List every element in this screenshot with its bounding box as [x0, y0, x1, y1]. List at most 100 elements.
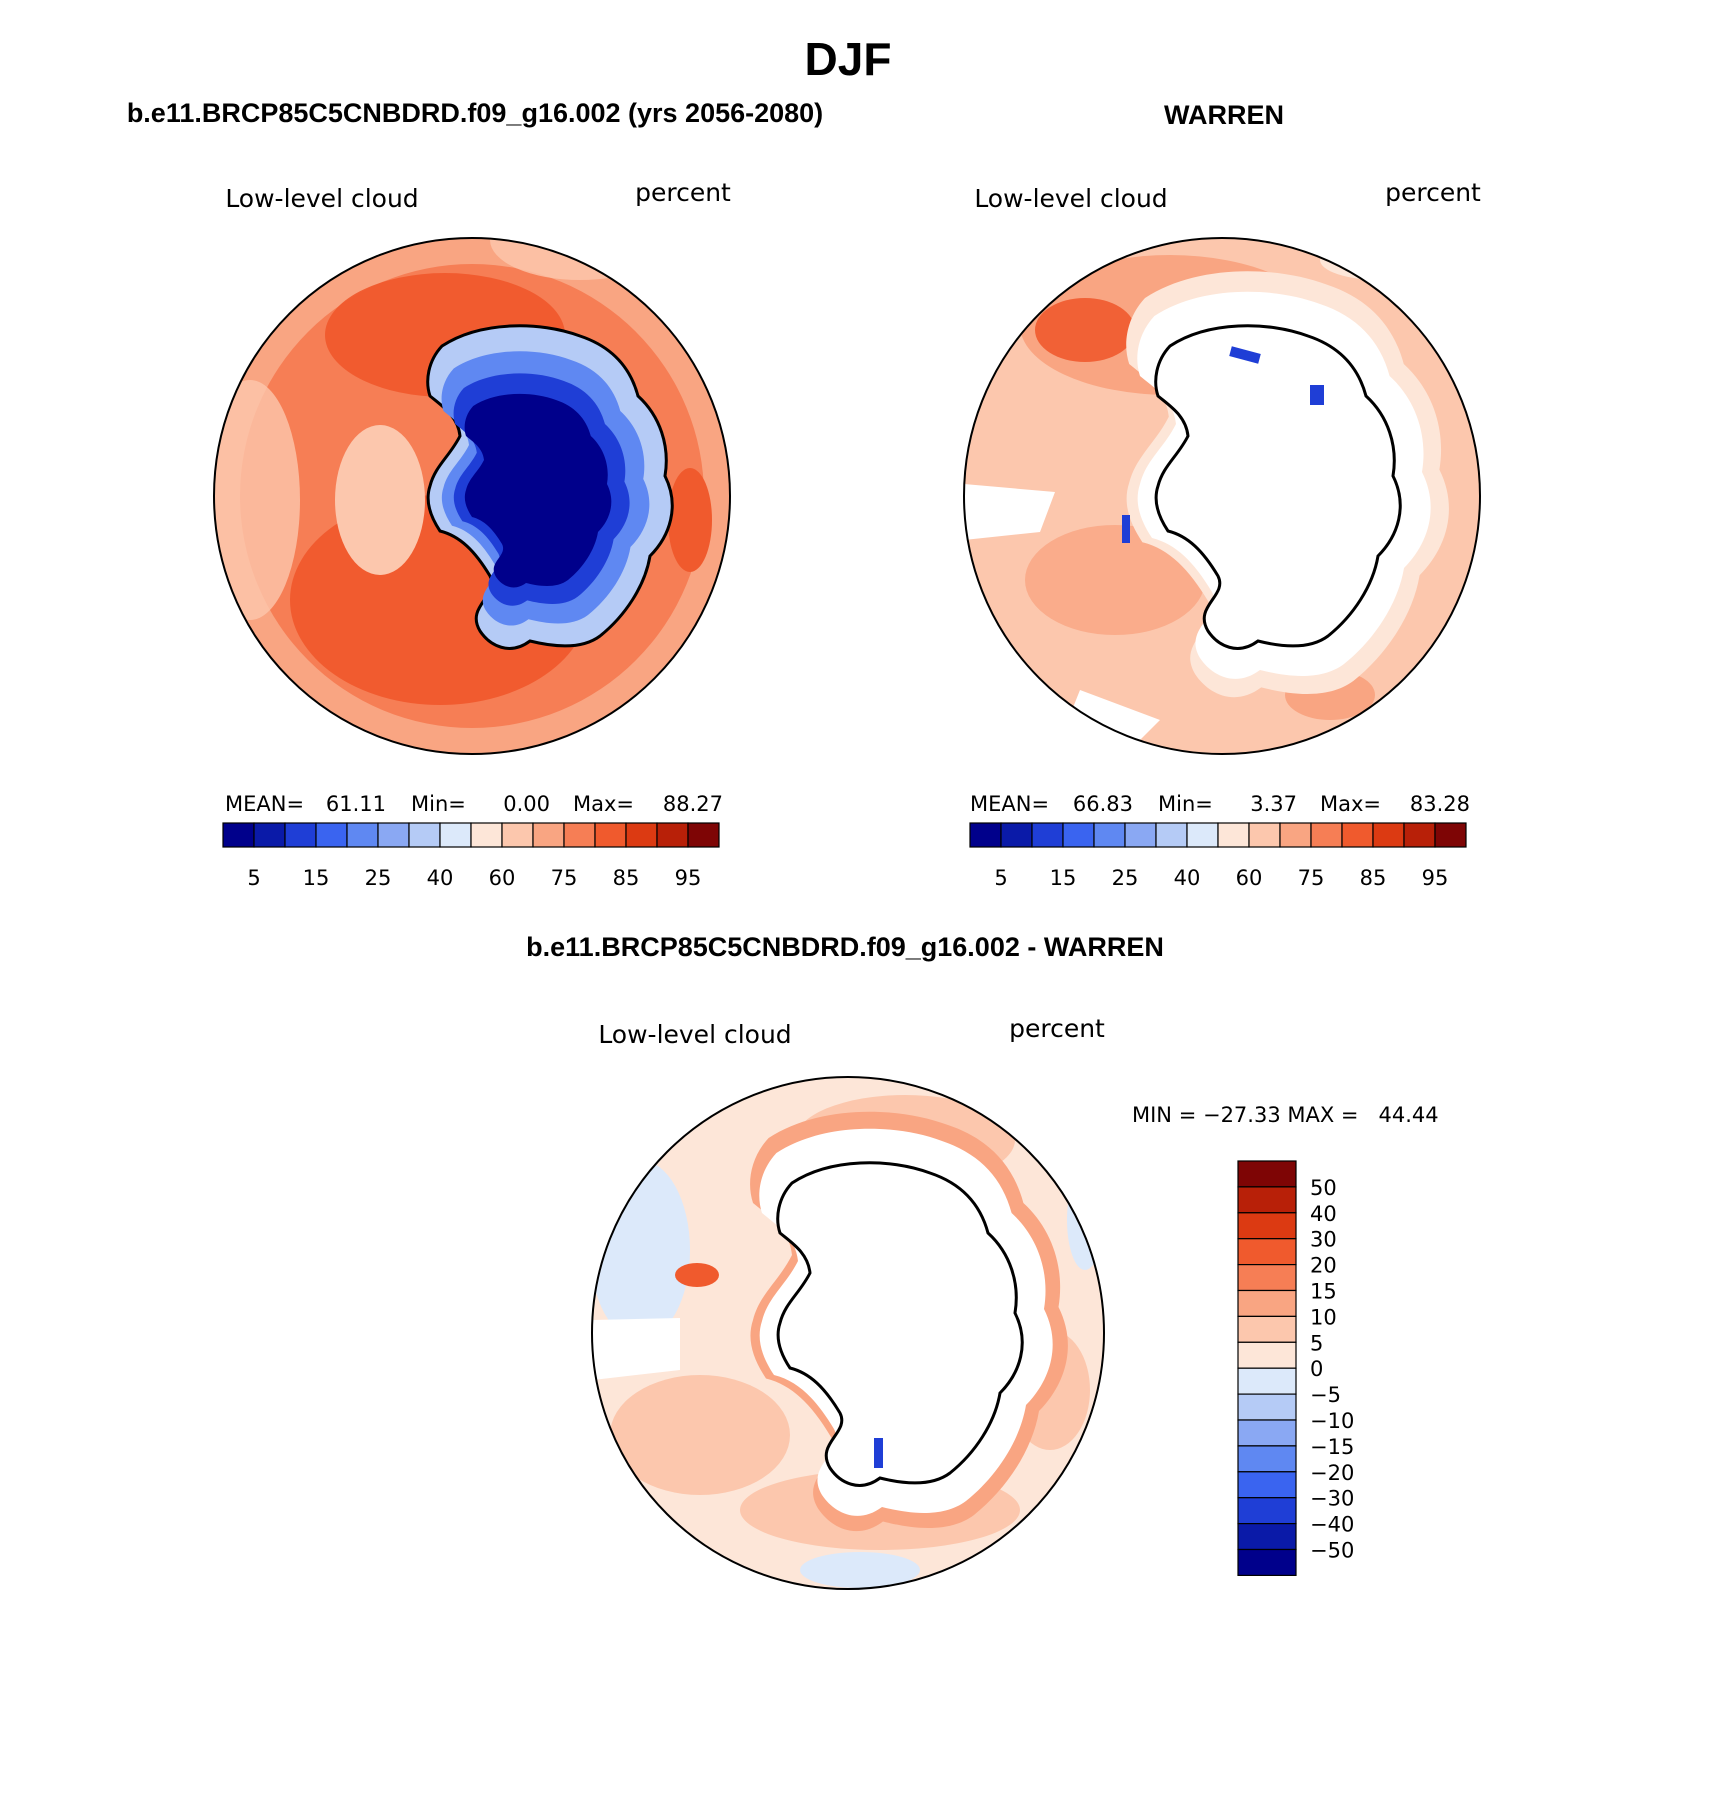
diff-colorbar-swatch [1237, 1445, 1297, 1473]
diff-colorbar-swatch [1237, 1238, 1297, 1266]
case-colorbar-tick-label: 95 [675, 866, 702, 890]
diff-colorbar [1237, 1160, 1297, 1576]
case-colorbar-tick-label: 5 [247, 866, 260, 890]
obs-colorbar-swatch [1062, 822, 1095, 848]
diff-colorbar-swatch [1237, 1393, 1297, 1421]
case-colorbar-tick-label: 75 [551, 866, 578, 890]
case-map [214, 238, 730, 754]
diff-colorbar-swatch [1237, 1289, 1297, 1317]
case-colorbar-swatch [408, 822, 441, 848]
diff-colorbar-tick-label: 40 [1310, 1202, 1337, 1226]
diff-colorbar-swatch [1237, 1315, 1297, 1343]
obs-colorbar-swatch [1248, 822, 1281, 848]
diff-colorbar-swatch [1237, 1263, 1297, 1292]
obs-colorbar-tick-label: 85 [1360, 866, 1387, 890]
diff-panel: b.e11.BRCP85C5CNBDRD.f09_g16.002 - WARRE… [526, 932, 1439, 1590]
obs-panel: WARREN Low-level cloud percent MEAN= 66.… [963, 100, 1481, 890]
obs-mean-value: 66.83 [1073, 792, 1133, 816]
obs-colorbar-ticks: 5 15 25 40 60 75 85 95 [994, 866, 1448, 890]
case-colorbar-swatch [346, 822, 379, 848]
obs-colorbar-swatch [1310, 822, 1343, 848]
case-colorbar-ticks: 5 15 25 40 60 75 85 95 [247, 866, 701, 890]
diff-colorbar-tick-label: 30 [1310, 1228, 1337, 1252]
obs-colorbar-tick-label: 5 [994, 866, 1007, 890]
diff-colorbar-swatch [1237, 1471, 1297, 1499]
diff-minmax-stats: MIN = −27.33 MAX = 44.44 [1132, 1103, 1439, 1127]
obs-map [964, 238, 1480, 754]
diff-colorbar-tick-label: 10 [1310, 1305, 1337, 1329]
obs-panel-title: WARREN [1164, 100, 1284, 130]
case-units-label: percent [635, 178, 731, 207]
case-variable-label: Low-level cloud [225, 184, 418, 213]
obs-colorbar-tick-label: 75 [1298, 866, 1325, 890]
case-colorbar-swatch [656, 822, 689, 848]
obs-colorbar-swatch [1186, 822, 1219, 848]
diff-colorbar-swatch [1237, 1341, 1297, 1369]
case-map-border [213, 237, 731, 755]
case-colorbar-swatch [284, 822, 317, 848]
diff-colorbar-swatch [1237, 1419, 1297, 1447]
diff-colorbar-tick-label: −10 [1310, 1409, 1354, 1433]
diff-colorbar-swatch [1237, 1522, 1297, 1551]
case-colorbar-tick-label: 40 [427, 866, 454, 890]
obs-colorbar-swatch [1124, 822, 1157, 848]
obs-colorbar-swatch [1155, 822, 1188, 848]
case-colorbar-swatch [222, 822, 255, 848]
case-colorbar-tick-label: 85 [613, 866, 640, 890]
diff-map-border [591, 1076, 1105, 1590]
obs-colorbar-swatch [1217, 822, 1250, 848]
diff-colorbar-tick-label: 20 [1310, 1254, 1337, 1278]
case-colorbar-swatch [625, 822, 658, 848]
diff-colorbar-tick-label: 15 [1310, 1280, 1337, 1304]
case-panel: b.e11.BRCP85C5CNBDRD.f09_g16.002 (yrs 20… [127, 98, 823, 890]
diff-variable-label: Low-level cloud [598, 1020, 791, 1049]
diff-colorbar-tick-label: −20 [1310, 1461, 1354, 1485]
case-colorbar-swatch [315, 822, 348, 848]
obs-colorbar-swatch [969, 822, 1002, 848]
obs-max-value: 83.28 [1410, 792, 1470, 816]
obs-colorbar-swatch [1031, 822, 1064, 848]
case-colorbar-swatch [439, 822, 472, 848]
case-max-value: 88.27 [663, 792, 723, 816]
case-colorbar-swatch [532, 822, 565, 848]
obs-colorbar-swatch [1000, 822, 1033, 848]
diff-colorbar-tick-label: 5 [1310, 1331, 1323, 1355]
case-min-label: Min= [411, 792, 466, 816]
obs-colorbar [969, 822, 1467, 848]
case-colorbar-swatch [687, 822, 720, 848]
case-colorbar-swatch [253, 822, 286, 848]
obs-colorbar-swatch [1403, 822, 1436, 848]
obs-cloud-max-patch [1035, 298, 1135, 362]
diff-colorbar-swatch [1237, 1212, 1297, 1240]
diff-colorbar-tick-label: 0 [1310, 1357, 1323, 1381]
case-colorbar-swatch [594, 822, 627, 848]
case-colorbar-tick-label: 15 [303, 866, 330, 890]
obs-colorbar-swatch [1434, 822, 1467, 848]
diff-colorbar-tick-label: −5 [1310, 1383, 1341, 1407]
case-colorbar-swatch [470, 822, 503, 848]
diff-colorbar-tick-label: −15 [1310, 1435, 1354, 1459]
obs-colorbar-tick-label: 60 [1236, 866, 1263, 890]
obs-variable-label: Low-level cloud [974, 184, 1167, 213]
case-colorbar-swatch [377, 822, 410, 848]
obs-max-label: Max= [1320, 792, 1381, 816]
case-colorbar-swatch [501, 822, 534, 848]
case-colorbar-swatch [563, 822, 596, 848]
diff-colorbar-swatch [1237, 1367, 1297, 1395]
obs-colorbar-swatch [1279, 822, 1312, 848]
obs-colorbar-tick-label: 15 [1050, 866, 1077, 890]
case-colorbar-tick-label: 25 [365, 866, 392, 890]
obs-colorbar-tick-label: 40 [1174, 866, 1201, 890]
case-colorbar-tick-label: 60 [489, 866, 516, 890]
obs-colorbar-tick-label: 95 [1422, 866, 1449, 890]
diff-colorbar-swatch [1237, 1186, 1297, 1214]
obs-min-value: 3.37 [1250, 792, 1297, 816]
case-colorbar [222, 822, 720, 848]
diff-colorbar-swatch [1237, 1160, 1297, 1188]
obs-units-label: percent [1385, 178, 1481, 207]
obs-colorbar-swatch [1093, 822, 1126, 848]
case-cloud-max-band-east [668, 468, 712, 572]
diff-colorbar-tick-label: −50 [1310, 1539, 1354, 1563]
